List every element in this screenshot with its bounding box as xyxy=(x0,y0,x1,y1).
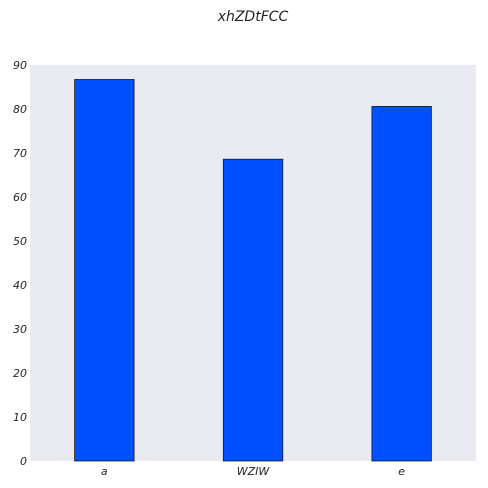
y-tick-label: 90 xyxy=(13,59,27,72)
y-tick-label: 20 xyxy=(13,367,27,380)
x-tick-label: WZIW xyxy=(237,465,271,478)
y-tick-label: 40 xyxy=(13,279,27,292)
x-axis: a WZIW e xyxy=(101,465,405,478)
x-tick-label: e xyxy=(398,465,405,478)
bar-WZIW xyxy=(222,158,284,462)
bar-a xyxy=(74,79,135,462)
y-axis: 0 10 20 30 40 50 60 70 80 90 xyxy=(13,59,27,468)
y-tick-label: 70 xyxy=(13,147,27,160)
y-tick-label: 10 xyxy=(13,411,27,424)
chart-title: xhZDtFCC xyxy=(217,9,289,25)
y-tick-label: 0 xyxy=(20,455,27,468)
y-tick-label: 50 xyxy=(13,235,27,248)
bar-e xyxy=(371,106,432,462)
y-tick-label: 80 xyxy=(13,103,27,116)
y-tick-label: 30 xyxy=(13,323,27,336)
bars-group xyxy=(74,79,432,462)
x-tick-label: a xyxy=(101,465,108,478)
y-tick-label: 60 xyxy=(13,191,27,204)
